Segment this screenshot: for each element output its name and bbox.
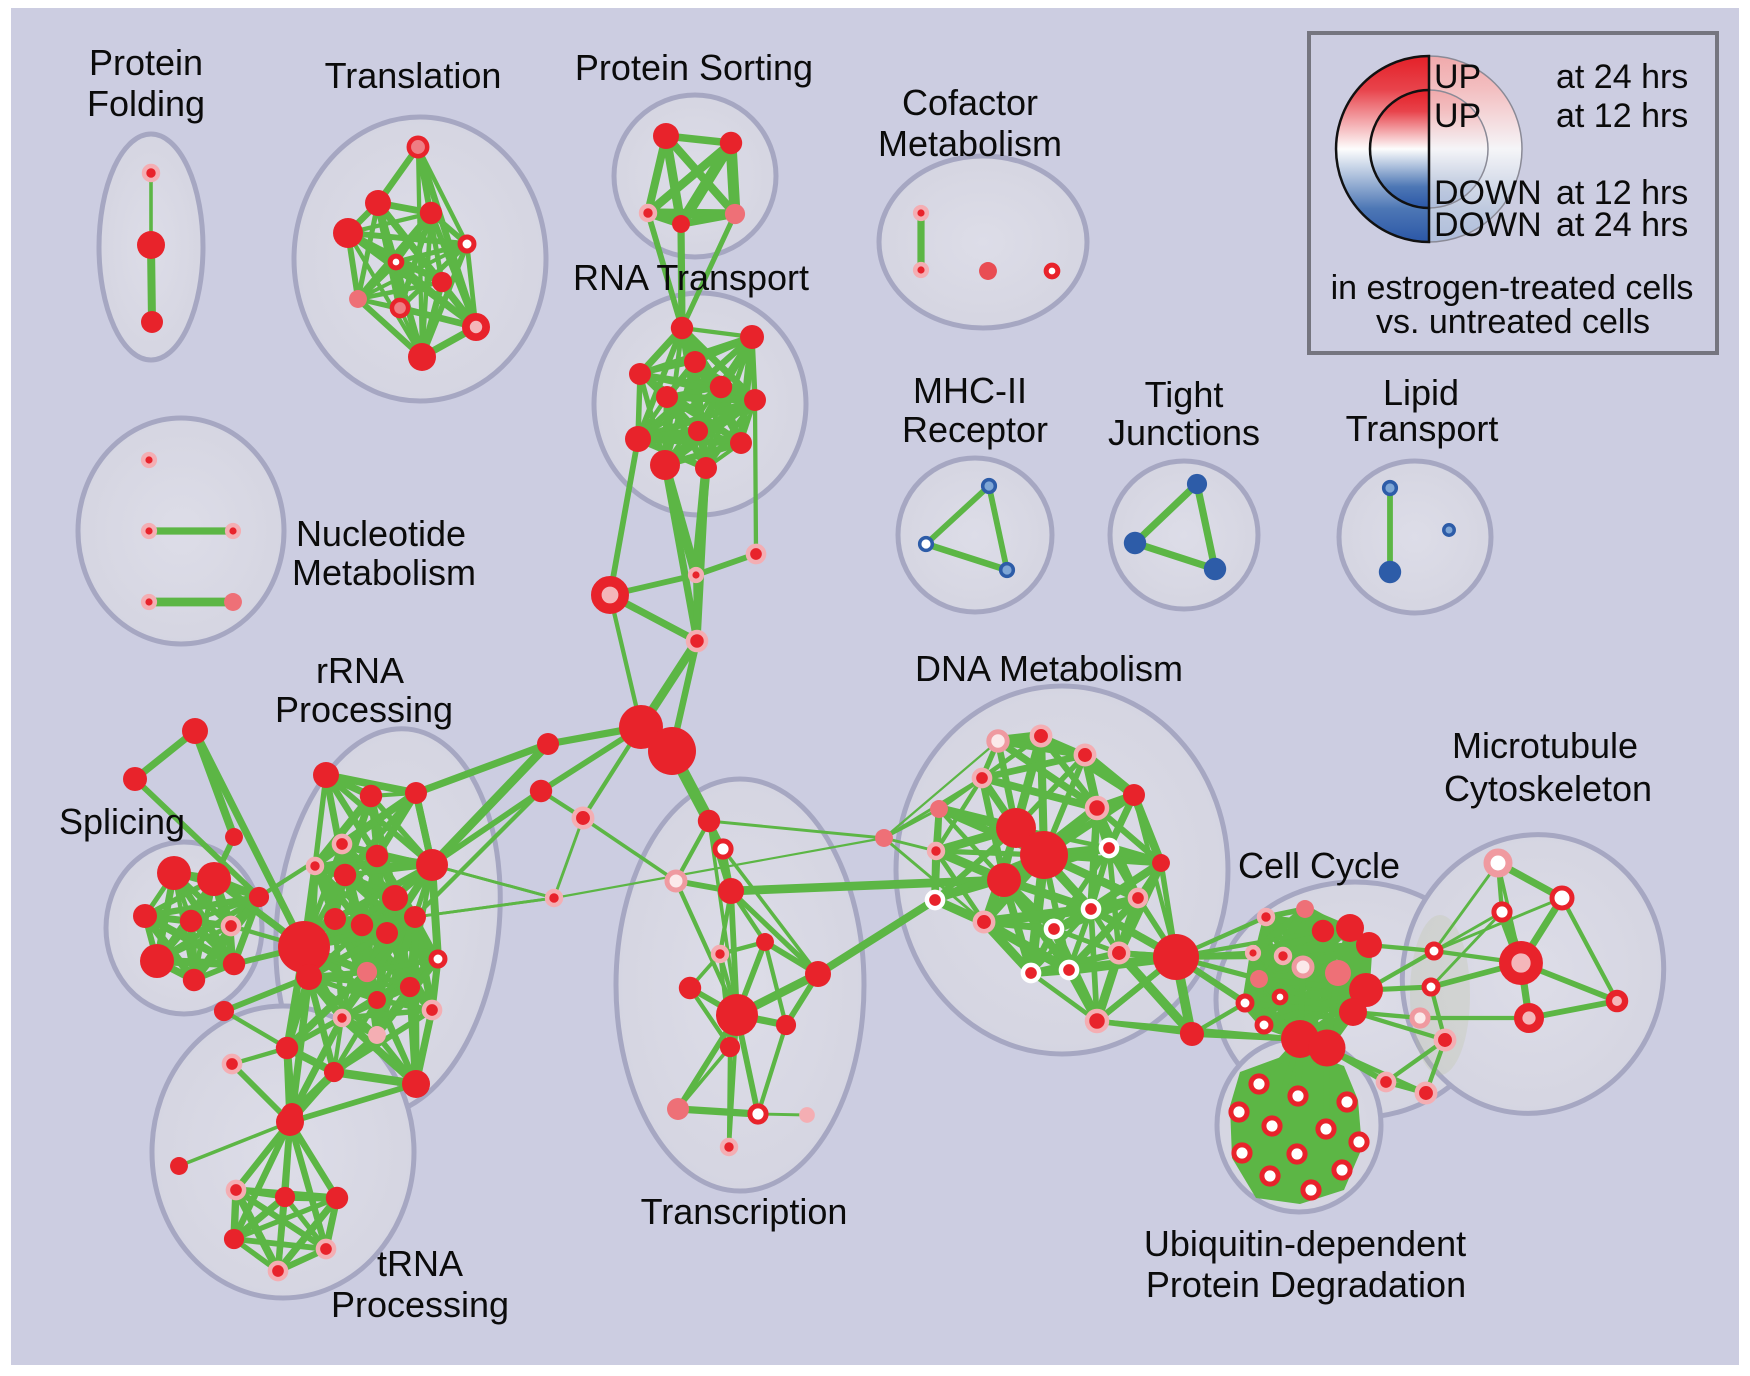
svg-text:Translation: Translation bbox=[325, 55, 502, 96]
svg-text:Metabolism: Metabolism bbox=[878, 123, 1062, 164]
svg-text:Metabolism: Metabolism bbox=[292, 552, 476, 593]
svg-text:vs. untreated cells: vs. untreated cells bbox=[1376, 303, 1650, 341]
svg-text:Cofactor: Cofactor bbox=[902, 82, 1038, 123]
svg-text:Protein: Protein bbox=[89, 42, 203, 83]
svg-text:Cytoskeleton: Cytoskeleton bbox=[1444, 768, 1652, 809]
svg-text:tRNA: tRNA bbox=[377, 1243, 463, 1284]
svg-text:Folding: Folding bbox=[87, 83, 205, 124]
svg-text:Receptor: Receptor bbox=[902, 409, 1048, 450]
svg-text:MHC-II: MHC-II bbox=[913, 370, 1027, 411]
svg-text:Cell Cycle: Cell Cycle bbox=[1238, 845, 1400, 886]
svg-text:Nucleotide: Nucleotide bbox=[296, 513, 466, 554]
svg-text:Ubiquitin-dependent: Ubiquitin-dependent bbox=[1144, 1223, 1466, 1264]
svg-text:in estrogen-treated cells: in estrogen-treated cells bbox=[1331, 269, 1694, 307]
svg-text:Junctions: Junctions bbox=[1108, 412, 1260, 453]
svg-text:rRNA: rRNA bbox=[316, 650, 404, 691]
svg-text:Processing: Processing bbox=[331, 1284, 509, 1325]
svg-text:UP: UP bbox=[1434, 58, 1481, 96]
svg-text:DNA Metabolism: DNA Metabolism bbox=[915, 648, 1183, 689]
svg-text:Tight: Tight bbox=[1145, 374, 1224, 415]
svg-text:at 24 hrs: at 24 hrs bbox=[1556, 206, 1688, 244]
svg-text:UP: UP bbox=[1434, 97, 1481, 135]
svg-text:Splicing: Splicing bbox=[59, 801, 185, 842]
svg-text:Processing: Processing bbox=[275, 689, 453, 730]
svg-text:Lipid: Lipid bbox=[1383, 372, 1459, 413]
svg-text:DOWN: DOWN bbox=[1434, 174, 1542, 212]
svg-text:RNA Transport: RNA Transport bbox=[573, 257, 809, 298]
svg-text:Microtubule: Microtubule bbox=[1452, 725, 1638, 766]
svg-text:Protein Sorting: Protein Sorting bbox=[575, 47, 813, 88]
svg-text:Transcription: Transcription bbox=[641, 1191, 848, 1232]
svg-text:at 12 hrs: at 12 hrs bbox=[1556, 174, 1688, 212]
svg-text:Protein Degradation: Protein Degradation bbox=[1146, 1264, 1466, 1305]
svg-text:at 12 hrs: at 12 hrs bbox=[1556, 97, 1688, 135]
svg-text:DOWN: DOWN bbox=[1434, 206, 1542, 244]
svg-text:at 24 hrs: at 24 hrs bbox=[1556, 58, 1688, 96]
svg-text:Transport: Transport bbox=[1346, 408, 1499, 449]
